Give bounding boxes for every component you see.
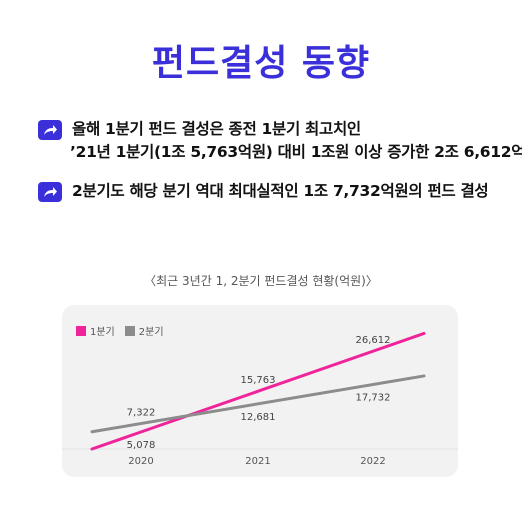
bullet-item-q1: 올해 1분기 펀드 결성은 종전 1분기 최고치인 ’21년 1분기(1조 5,… xyxy=(38,118,522,164)
x-tick-label: 2022 xyxy=(360,456,385,467)
share-arrow-icon xyxy=(38,182,62,202)
bullet-text: 2분기도 해당 분기 역대 최대실적인 1조 7,732억원의 펀드 결성 xyxy=(72,182,489,200)
legend-item-q2: 2분기 xyxy=(124,323,164,338)
chart-legend: 1분기 2분기 xyxy=(76,323,164,338)
data-label: 12,681 xyxy=(241,412,276,423)
page-title: 펀드결성 동향 xyxy=(151,43,371,84)
series-line-q2 xyxy=(90,374,426,434)
data-label: 7,322 xyxy=(127,408,156,419)
x-tick-label: 2021 xyxy=(245,456,270,467)
legend-label: 1분기 xyxy=(90,327,115,338)
share-arrow-icon xyxy=(38,120,62,140)
chart-caption: 〈최근 3년간 1, 2분기 펀드결성 현황(억원)〉 xyxy=(144,274,378,288)
line-chart: 1분기 2분기 2020 2021 2022 5,078 15,763 26,612 7,3… xyxy=(62,305,458,477)
chart-plot-area: 2020 2021 2022 5,078 15,763 26,612 7,322 12,681… xyxy=(62,331,458,467)
legend-swatch-q2 xyxy=(124,325,135,336)
series-line-q1 xyxy=(90,331,426,451)
x-tick-label: 2020 xyxy=(128,456,153,467)
legend-label: 2분기 xyxy=(138,327,164,338)
data-label: 15,763 xyxy=(241,375,276,386)
summary-bullets: 올해 1분기 펀드 결성은 종전 1분기 최고치인 ’21년 1분기(1조 5,… xyxy=(38,118,522,219)
legend-item-q1: 1분기 xyxy=(76,323,115,338)
data-label: 5,078 xyxy=(127,440,156,451)
legend-swatch-q1 xyxy=(76,325,86,336)
data-label: 26,612 xyxy=(356,335,391,346)
bullet-text: ’21년 1분기(1조 5,763억원) 대비 1조원 이상 증가한 2조 6,… xyxy=(70,143,522,161)
bullet-item-q2: 2분기도 해당 분기 역대 최대실적인 1조 7,732억원의 펀드 결성 xyxy=(38,180,508,203)
bullet-text: 올해 1분기 펀드 결성은 종전 1분기 최고치인 xyxy=(72,120,361,138)
data-label: 17,732 xyxy=(356,393,391,404)
